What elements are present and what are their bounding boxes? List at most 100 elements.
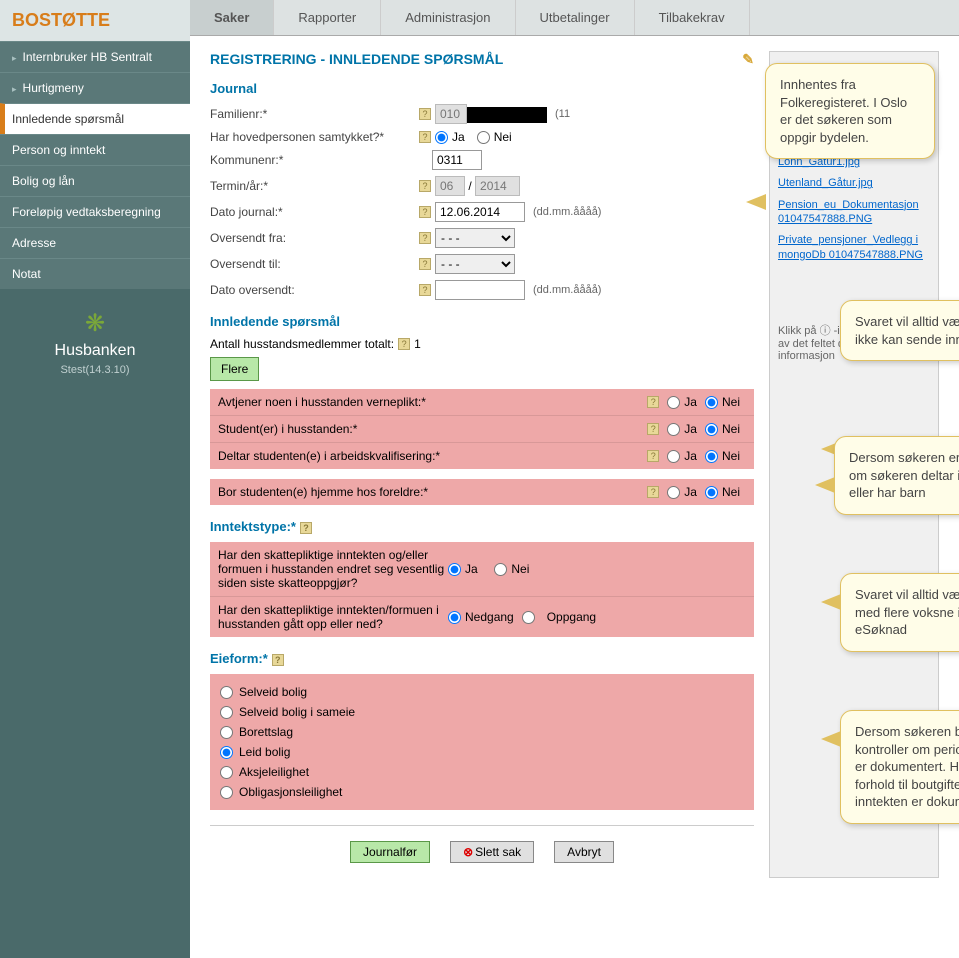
journal-heading: Journal — [210, 81, 754, 96]
help-icon[interactable]: ? — [419, 232, 431, 244]
samtykke-ja-radio[interactable] — [435, 131, 448, 144]
samtykke-label: Har hovedpersonen samtykket?* — [210, 130, 415, 144]
termin-label: Termin/år:* — [210, 179, 415, 193]
q1-nei-radio[interactable] — [705, 396, 718, 409]
callout-kommune: Innhentes fra Folkeregisteret. I Oslo er… — [765, 63, 935, 159]
inntekt-q1-label: Har den skattepliktige inntekten og/elle… — [218, 548, 448, 590]
husbanken-brand: ❋ Husbanken Stest(14.3.10) — [0, 289, 190, 396]
sidebar-item-hurtigmeny[interactable]: Hurtigmeny — [0, 72, 190, 103]
dato-oversendt-field[interactable] — [435, 280, 525, 300]
q4-ja-radio[interactable] — [667, 486, 680, 499]
kommune-label: Kommunenr:* — [210, 153, 415, 167]
top-tabs: Saker Rapporter Administrasjon Utbetalin… — [190, 0, 959, 36]
antall-value: 1 — [414, 337, 421, 351]
eie-selveid-radio[interactable] — [220, 686, 233, 699]
dovers-hint: (dd.mm.åååå) — [533, 284, 601, 296]
nedgang-radio[interactable] — [448, 611, 461, 624]
sidebar-item-bolig[interactable]: Bolig og lån — [0, 165, 190, 196]
help-icon[interactable]: ? — [647, 396, 659, 408]
sidebar-item-adresse[interactable]: Adresse — [0, 227, 190, 258]
help-icon[interactable]: ? — [647, 486, 659, 498]
dato-field[interactable] — [435, 202, 525, 222]
help-icon[interactable]: ? — [419, 284, 431, 296]
help-icon[interactable]: ? — [647, 450, 659, 462]
redacted — [467, 107, 547, 123]
help-icon[interactable]: ? — [647, 423, 659, 435]
oversendt-til-select[interactable]: - - - — [435, 254, 515, 274]
help-icon[interactable]: ? — [419, 108, 431, 120]
help-icon[interactable]: ? — [398, 338, 410, 350]
sidebar-item-person[interactable]: Person og inntekt — [0, 134, 190, 165]
termin-year-field — [475, 176, 520, 196]
oversendt-fra-select[interactable]: - - - — [435, 228, 515, 248]
doc-link[interactable]: Private_pensjoner_Vedlegg i mongoDb 0104… — [778, 233, 930, 262]
help-icon[interactable]: ? — [419, 180, 431, 192]
help-icon[interactable]: ? — [419, 258, 431, 270]
avbryt-button[interactable]: Avbryt — [554, 841, 614, 863]
page-title: REGISTRERING - INNLEDENDE SPØRSMÅL ✎ — [210, 51, 754, 67]
q-arbeids-label: Deltar studenten(e) i arbeidskvalifiseri… — [218, 449, 643, 463]
q4-nei-radio[interactable] — [705, 486, 718, 499]
samtykke-nei-radio[interactable] — [477, 131, 490, 144]
callout-verneplikt: Svaret vil alltid være nei da verneplikt… — [840, 300, 959, 361]
otil-label: Oversendt til: — [210, 257, 415, 271]
inntekt-q2-label: Har den skattepliktige inntekten/formuen… — [218, 603, 448, 631]
sidebar: BOSTØTTE Internbruker HB Sentralt Hurtig… — [0, 0, 190, 958]
antall-label: Antall husstandsmedlemmer totalt: — [210, 337, 394, 351]
dato-label: Dato journal:* — [210, 205, 415, 219]
eie-obligasjon-radio[interactable] — [220, 786, 233, 799]
tab-admin[interactable]: Administrasjon — [381, 0, 515, 35]
q2-ja-radio[interactable] — [667, 423, 680, 436]
tab-rapporter[interactable]: Rapporter — [274, 0, 381, 35]
inntekt-q1-ja-radio[interactable] — [448, 563, 461, 576]
journalfor-button[interactable]: Journalfør — [350, 841, 430, 863]
eie-borettslag-radio[interactable] — [220, 726, 233, 739]
innledende-heading: Innledende spørsmål — [210, 314, 754, 329]
inntekt-q1-nei-radio[interactable] — [494, 563, 507, 576]
oppgang-radio[interactable] — [522, 611, 535, 624]
callout-inntekt: Dersom søkeren ber om periodens inntekt,… — [840, 710, 959, 824]
q3-ja-radio[interactable] — [667, 450, 680, 463]
doc-link[interactable]: Pension_eu_Dokumentasjon 01047547888.PNG — [778, 198, 930, 227]
help-icon[interactable]: ? — [419, 206, 431, 218]
flere-button[interactable]: Flere — [210, 357, 259, 381]
q-student-label: Student(er) i husstanden:* — [218, 422, 643, 436]
dato-hint: (dd.mm.åååå) — [533, 206, 601, 218]
delete-icon: ⊗ — [463, 845, 473, 859]
familienr-label: Familienr:* — [210, 107, 415, 121]
help-icon[interactable]: ? — [419, 131, 431, 143]
inntektstype-heading: Inntektstype:*? — [210, 519, 754, 534]
ofra-label: Oversendt fra: — [210, 231, 415, 245]
tab-utbetalinger[interactable]: Utbetalinger — [516, 0, 635, 35]
tab-saker[interactable]: Saker — [190, 0, 274, 35]
app-logo: BOSTØTTE — [0, 0, 190, 41]
callout-student: Dersom søkeren er student bør du sjekke … — [834, 436, 959, 515]
tab-tilbakekrav[interactable]: Tilbakekrav — [635, 0, 750, 35]
dovers-label: Dato oversendt: — [210, 283, 415, 297]
eieform-heading: Eieform:*? — [210, 651, 754, 666]
slett-sak-button[interactable]: ⊗Slett sak — [450, 841, 534, 863]
sidebar-item-internbruker[interactable]: Internbruker HB Sentralt — [0, 41, 190, 72]
edit-icon[interactable]: ✎ — [742, 51, 754, 68]
ja-label: Ja — [452, 130, 465, 144]
q2-nei-radio[interactable] — [705, 423, 718, 436]
eie-leid-radio[interactable] — [220, 746, 233, 759]
callout-husstander: Svaret vil alltid være nei da Husstander… — [840, 573, 959, 652]
familienr-hint: (11 — [555, 108, 570, 120]
help-icon[interactable]: ? — [300, 522, 312, 534]
eie-sameie-radio[interactable] — [220, 706, 233, 719]
q-verneplikt-label: Avtjener noen i husstanden verneplikt:* — [218, 395, 643, 409]
q3-nei-radio[interactable] — [705, 450, 718, 463]
help-icon[interactable]: ? — [272, 654, 284, 666]
q-foreldre-label: Bor studenten(e) hjemme hos foreldre:* — [218, 485, 643, 499]
sidebar-item-notat[interactable]: Notat — [0, 258, 190, 289]
kommune-field[interactable] — [432, 150, 482, 170]
sidebar-item-forelopig[interactable]: Foreløpig vedtaksberegning — [0, 196, 190, 227]
husbanken-icon: ❋ — [10, 309, 180, 338]
q1-ja-radio[interactable] — [667, 396, 680, 409]
husbanken-name: Husbanken — [10, 342, 180, 360]
doc-link[interactable]: Utenland_Gåtur.jpg — [778, 176, 930, 190]
nei-label: Nei — [494, 130, 512, 144]
sidebar-item-innledende[interactable]: Innledende spørsmål — [0, 103, 190, 134]
eie-aksje-radio[interactable] — [220, 766, 233, 779]
